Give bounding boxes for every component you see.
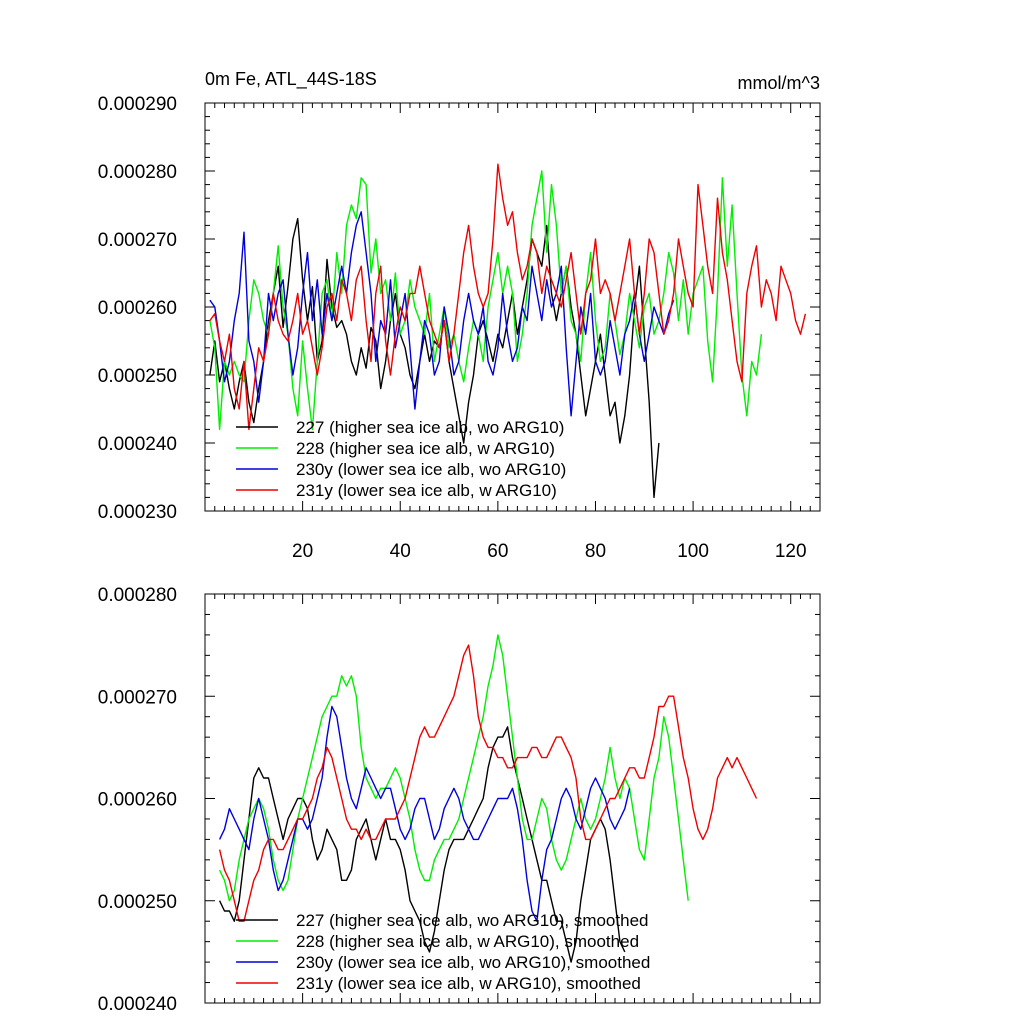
x-tick-label: 40 (390, 541, 411, 562)
x-tick-label: 20 (292, 541, 313, 562)
y-tick-label: 0.000240 (98, 994, 177, 1015)
chart-title: 0m Fe, ATL_44S-18S (205, 69, 377, 90)
series-line-3 (209, 211, 675, 417)
y-tick-label: 0.000250 (98, 892, 177, 913)
y-tick-label: 0.000260 (98, 298, 177, 319)
y-tick-label: 0.000240 (98, 434, 177, 455)
legend-label-2: 228 (higher sea ice alb, w ARG10) (296, 439, 555, 458)
legend-label-1: 227 (higher sea ice alb, wo ARG10), smoo… (296, 911, 648, 930)
bottom-panel: 0.000240 0.000250 0.000260 0.000270 0.000280… (98, 585, 821, 1015)
x-tick-label: 100 (677, 541, 709, 562)
y-tick-label: 0.000290 (98, 94, 177, 115)
legend-label-3: 230y (lower sea ice alb, wo ARG10), smoo… (296, 953, 650, 972)
legend-label-4: 231y (lower sea ice alb, w ARG10) (296, 481, 557, 500)
y-tick-label: 0.000230 (98, 502, 177, 523)
series-line-2 (218, 634, 689, 902)
series-line-4 (218, 644, 758, 922)
legend-label-2: 228 (higher sea ice alb, w ARG10), smoot… (296, 932, 639, 951)
y-tick-label: 0.000250 (98, 366, 177, 387)
x-tick-label: 80 (585, 541, 606, 562)
y-tick-label: 0.000280 (98, 585, 177, 606)
series-line-3 (218, 705, 631, 922)
series-line-1 (218, 726, 626, 963)
x-tick-label: 120 (775, 541, 807, 562)
series-line-4 (209, 163, 807, 431)
units-label: mmol/m^3 (738, 73, 820, 93)
y-tick-label: 0.000260 (98, 790, 177, 811)
y-tick-label: 0.000270 (98, 230, 177, 251)
legend-label-3: 230y (lower sea ice alb, wo ARG10) (296, 460, 566, 479)
y-tick-label: 0.000280 (98, 162, 177, 183)
top-panel: 0.000230 0.000240 0.000250 0.000260 0.000270… (98, 69, 821, 562)
y-tick-label: 0.000270 (98, 687, 177, 708)
legend-label-1: 227 (higher sea ice alb, wo ARG10) (296, 418, 564, 437)
legend-label-4: 231y (lower sea ice alb, w ARG10), smoot… (296, 974, 641, 993)
x-tick-label: 60 (487, 541, 508, 562)
